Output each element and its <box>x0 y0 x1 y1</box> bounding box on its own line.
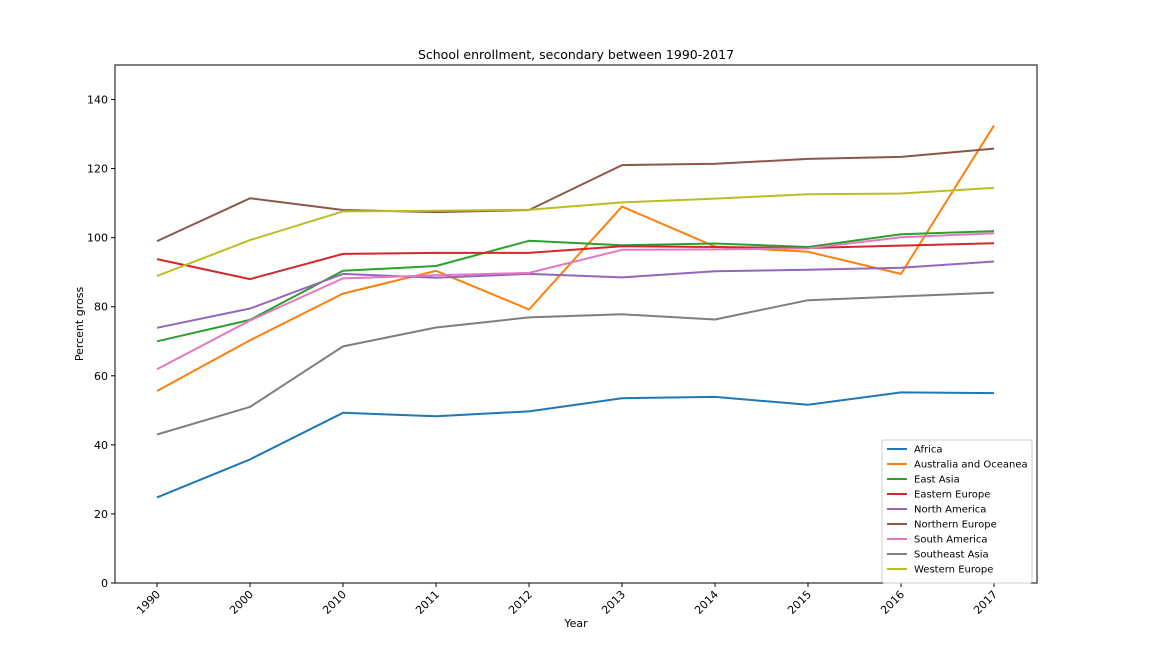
y-axis: 0 20 40 60 80 100 120 140 <box>87 94 115 590</box>
series-line-south-america <box>156 232 995 371</box>
y-tick-label: 0 <box>101 577 108 590</box>
legend: Africa Australia and Oceanea East Asia East… <box>881 439 1033 584</box>
y-tick-label: 60 <box>94 370 108 383</box>
y-tick-label: 80 <box>94 301 108 314</box>
legend-label: Western Europe <box>914 565 993 576</box>
series-line-eastern-europe <box>156 242 995 281</box>
x-tick-label: 2013 <box>599 588 628 617</box>
series-line-northern-europe <box>156 147 995 243</box>
series-line-north-america <box>156 260 995 329</box>
legend-label: Australia and Oceanea <box>914 460 1028 471</box>
legend-label: Eastern Europe <box>914 490 990 501</box>
x-tick-label: 2000 <box>227 588 256 617</box>
y-tick-label: 120 <box>87 163 108 176</box>
y-tick-label: 100 <box>87 232 108 245</box>
plot-area-frame <box>114 64 1038 584</box>
x-axis: 1990 2000 2010 2011 2012 2013 2014 2015 2016 2017 <box>134 583 1000 617</box>
legend-label: East Asia <box>914 475 960 486</box>
x-tick-label: 2017 <box>971 588 1000 617</box>
series-line-australia-and-oceanea <box>156 124 995 392</box>
series-line-western-europe <box>156 186 995 277</box>
x-tick-label: 1990 <box>134 588 163 617</box>
legend-label: Southeast Asia <box>914 550 989 561</box>
y-tick-label: 20 <box>94 508 108 521</box>
x-axis-title: Year <box>563 617 588 630</box>
legend-box <box>881 439 1033 584</box>
y-tick-label: 40 <box>94 439 108 452</box>
legend-label: Africa <box>914 445 943 456</box>
series-line-southeast-asia <box>156 291 995 436</box>
x-tick-label: 2016 <box>878 588 907 617</box>
legend-label: North America <box>914 505 986 516</box>
legend-label: Northern Europe <box>914 520 997 531</box>
x-tick-label: 2011 <box>413 588 442 617</box>
series-line-east-asia <box>156 230 995 343</box>
x-tick-label: 2012 <box>506 588 535 617</box>
y-axis-title: Percent gross <box>73 287 86 362</box>
x-tick-label: 2015 <box>785 588 814 617</box>
series-lines <box>156 124 995 499</box>
legend-label: South America <box>914 535 988 546</box>
series-line-africa <box>156 391 995 499</box>
x-tick-label: 2010 <box>320 588 349 617</box>
y-tick-label: 140 <box>87 94 108 107</box>
chart-title: School enrollment, secondary between 199… <box>418 47 734 62</box>
x-tick-label: 2014 <box>692 588 721 617</box>
